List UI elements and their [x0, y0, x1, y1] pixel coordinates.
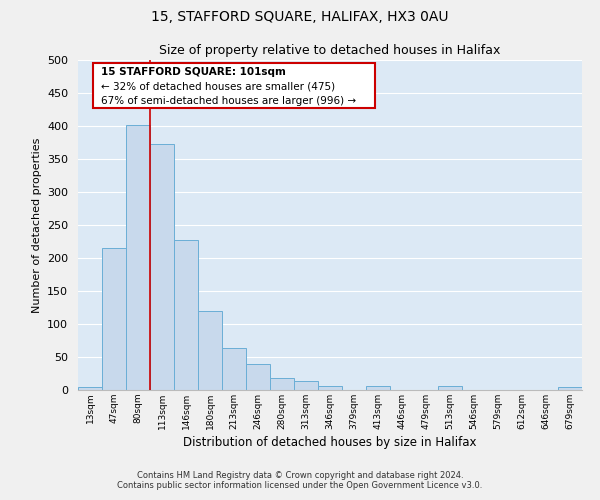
- Bar: [438, 386, 462, 390]
- FancyBboxPatch shape: [93, 64, 376, 108]
- Text: 67% of semi-detached houses are larger (996) →: 67% of semi-detached houses are larger (…: [101, 96, 356, 106]
- X-axis label: Distribution of detached houses by size in Halifax: Distribution of detached houses by size …: [183, 436, 477, 449]
- Text: 15 STAFFORD SQUARE: 101sqm: 15 STAFFORD SQUARE: 101sqm: [101, 66, 286, 76]
- Bar: [366, 386, 390, 390]
- Y-axis label: Number of detached properties: Number of detached properties: [32, 138, 41, 312]
- Bar: [126, 124, 150, 390]
- Bar: [270, 378, 294, 390]
- Bar: [222, 348, 246, 390]
- Text: 15, STAFFORD SQUARE, HALIFAX, HX3 0AU: 15, STAFFORD SQUARE, HALIFAX, HX3 0AU: [151, 10, 449, 24]
- Text: ← 32% of detached houses are smaller (475): ← 32% of detached houses are smaller (47…: [101, 82, 335, 92]
- Bar: [558, 388, 582, 390]
- Bar: [78, 386, 102, 390]
- Bar: [246, 364, 270, 390]
- Title: Size of property relative to detached houses in Halifax: Size of property relative to detached ho…: [160, 44, 500, 58]
- Text: Contains HM Land Registry data © Crown copyright and database right 2024.
Contai: Contains HM Land Registry data © Crown c…: [118, 470, 482, 490]
- Bar: [150, 144, 174, 390]
- Bar: [294, 381, 318, 390]
- Bar: [318, 386, 342, 390]
- Bar: [102, 248, 126, 390]
- Bar: [174, 240, 198, 390]
- Bar: [198, 311, 222, 390]
